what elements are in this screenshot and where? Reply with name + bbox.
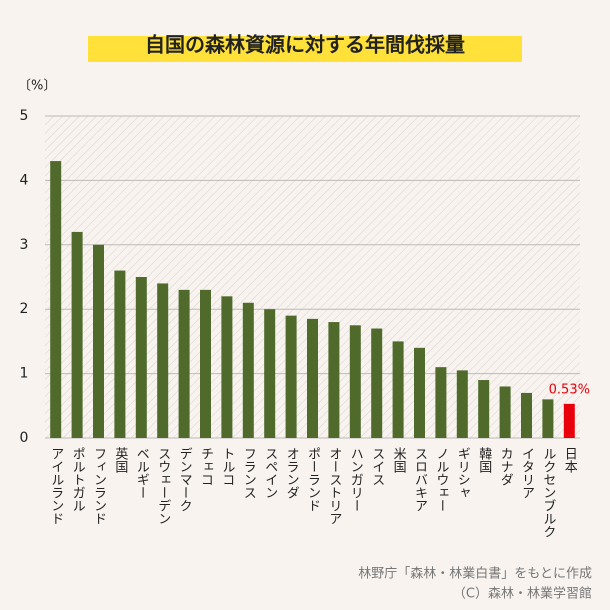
y-tick-label: 4 (20, 172, 29, 188)
x-tick-label: スウェーデン (155, 447, 170, 525)
x-tick-label: アイルランド (48, 447, 63, 525)
x-tick-label: トルコ (219, 447, 234, 486)
x-tick-label: オランダ (284, 447, 299, 499)
bar (242, 302, 254, 438)
bar (135, 277, 147, 438)
x-tick-label: ノルウェー (433, 447, 448, 512)
bar (478, 380, 490, 438)
x-tick-label: 米国 (391, 447, 407, 473)
x-tick-label: ルクセンブルク (540, 447, 556, 538)
title-highlight (88, 36, 522, 62)
bar (563, 403, 575, 438)
bar (542, 399, 554, 438)
bar (285, 315, 297, 438)
x-tick-label: 日本 (562, 447, 578, 473)
bar (456, 370, 468, 438)
bar (157, 283, 169, 438)
x-tick-label: ポーランド (305, 447, 320, 512)
x-tick-label: カナダ (498, 447, 513, 486)
bar (392, 341, 404, 438)
copyright: （C）森林・林業学習館 (453, 586, 592, 602)
value-label: 0.53% (549, 382, 590, 397)
x-tick-label: ギリシャ (455, 447, 470, 499)
x-tick-label: ベルギー (134, 447, 150, 499)
bar (435, 367, 447, 438)
x-tick-label: デンマーク (177, 447, 192, 512)
y-tick-label: 2 (20, 301, 29, 317)
x-tick-label: 韓国 (476, 447, 492, 473)
bar (93, 244, 104, 438)
bar (499, 386, 511, 438)
x-tick-label: フランス (241, 447, 256, 499)
y-tick-label: 0 (20, 430, 29, 446)
bar (371, 328, 383, 438)
x-tick-label: ハンガリー (348, 447, 363, 512)
bar (328, 322, 340, 438)
x-tick-label: スイス (369, 447, 384, 486)
bar (521, 392, 532, 438)
bar (307, 318, 318, 438)
x-tick-label: 英国 (112, 447, 128, 473)
x-tick-label: ポルトガル (70, 447, 85, 512)
bar (200, 289, 211, 438)
bar (264, 309, 276, 438)
x-tick-label: オーストリア (326, 447, 341, 525)
bar (221, 296, 233, 438)
bar (114, 270, 126, 438)
x-tick-label: フィンランド (91, 447, 106, 525)
x-tick-label: スペイン (262, 447, 278, 499)
y-axis-unit: 〔%〕 (18, 79, 56, 94)
x-tick-label: スロバキア (412, 447, 428, 512)
bar (349, 325, 361, 438)
x-tick-label: イタリア (519, 447, 534, 499)
x-tick-label: チェコ (198, 447, 213, 486)
y-tick-label: 1 (20, 366, 29, 382)
bar (414, 347, 425, 438)
bar (178, 289, 190, 438)
bar (50, 161, 62, 438)
source: 林野庁「森林・林業白書」をもとに作成 (358, 566, 592, 582)
y-tick-label: 3 (20, 237, 29, 253)
chart-title: 自国の森林資源に対する年間伐採量 (145, 33, 465, 57)
y-tick-label: 5 (20, 108, 29, 124)
bar (71, 231, 83, 438)
